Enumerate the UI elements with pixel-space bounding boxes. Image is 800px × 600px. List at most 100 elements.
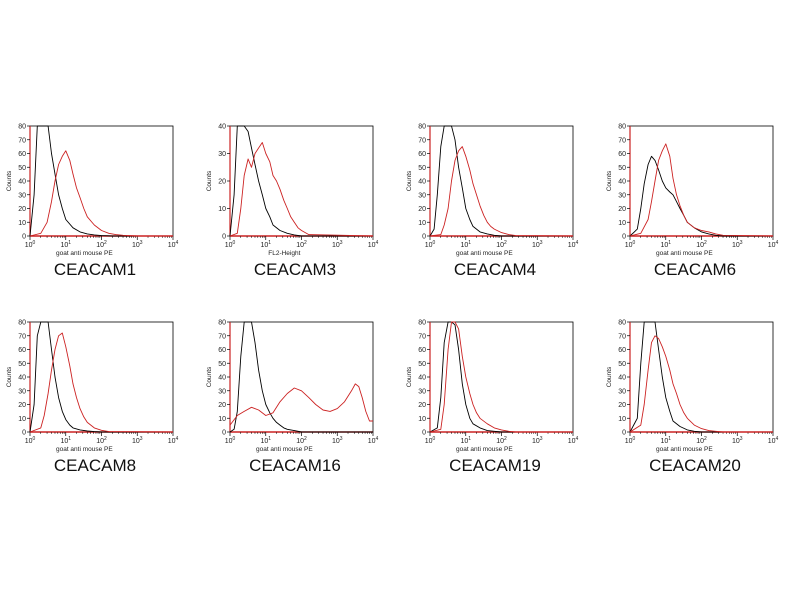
panel-title: CEACAM1 <box>53 260 137 279</box>
y-axis-title: Counts <box>406 366 413 387</box>
x-tick-label: 100 <box>225 240 236 249</box>
histogram-plot: 0 10 20 30 40 50 60 70 80 100 101 102 103 104 goat ant… <box>606 124 779 258</box>
histogram-panel: 0 10 20 30 40 50 60 70 80 100 101 102 103 104 goat ant… <box>400 314 590 514</box>
y-tick-label: 40 <box>218 375 226 382</box>
y-tick-label: 20 <box>418 402 426 409</box>
y-tick-label: 70 <box>618 137 626 144</box>
panel-title: CEACAM3 <box>253 260 337 279</box>
x-tick-label: 102 <box>496 240 507 249</box>
y-tick-label: 80 <box>18 320 26 327</box>
y-tick-label: 80 <box>18 124 26 131</box>
x-tick-label: 102 <box>696 436 707 445</box>
y-tick-label: 10 <box>418 416 426 423</box>
plot-frame <box>29 321 174 433</box>
y-tick-label: 10 <box>18 220 26 227</box>
control-histogram-line <box>229 321 373 433</box>
y-axis-title: Counts <box>606 366 613 387</box>
panel-title: CEACAM4 <box>453 260 537 279</box>
x-tick-label: 101 <box>460 436 471 445</box>
y-axis-title: Counts <box>206 170 213 191</box>
histogram-panel: 0 10 20 30 40 50 60 70 80 100 101 102 103 104 goat ant… <box>400 118 590 318</box>
x-tick-label: 100 <box>225 436 236 445</box>
y-tick-label: 60 <box>418 347 426 354</box>
y-tick-label: 10 <box>218 206 226 213</box>
x-tick-label: 101 <box>660 436 671 445</box>
x-tick-label: 104 <box>368 240 379 249</box>
y-tick-label: 50 <box>18 165 26 172</box>
stained-histogram-line <box>29 332 174 433</box>
y-tick-label: 30 <box>18 388 26 395</box>
x-tick-label: 102 <box>496 436 507 445</box>
x-tick-label: 104 <box>168 240 179 249</box>
plot-frame <box>29 125 174 237</box>
histogram-plot: 0 10 20 30 40 50 60 70 80 100 101 102 103 104 goat ant… <box>6 320 179 454</box>
x-tick-label: 101 <box>260 436 271 445</box>
y-tick-label: 50 <box>618 165 626 172</box>
y-tick-label: 70 <box>418 333 426 340</box>
x-tick-label: 104 <box>568 240 579 249</box>
histogram-plot: 0 10 20 30 40 50 60 70 80 100 101 102 103 104 goat ant… <box>606 320 779 454</box>
stained-histogram-line <box>29 150 173 237</box>
y-tick-label: 70 <box>218 333 226 340</box>
y-tick-label: 60 <box>618 347 626 354</box>
x-axis-title: goat anti mouse PE <box>256 446 313 453</box>
y-tick-label: 70 <box>418 137 426 144</box>
panel-title: CEACAM16 <box>249 456 341 475</box>
y-tick-label: 80 <box>218 320 226 327</box>
histogram-plot: 0 10 20 30 40 50 60 70 80 100 101 102 103 104 goat ant… <box>406 320 579 454</box>
x-axis-title: goat anti mouse PE <box>456 446 513 453</box>
x-tick-label: 102 <box>96 436 107 445</box>
y-tick-label: 40 <box>418 179 426 186</box>
x-tick-label: 100 <box>625 436 636 445</box>
x-tick-label: 101 <box>660 240 671 249</box>
x-tick-label: 103 <box>732 436 743 445</box>
x-tick-label: 101 <box>460 240 471 249</box>
y-tick-label: 70 <box>18 333 26 340</box>
x-tick-label: 102 <box>696 240 707 249</box>
x-tick-label: 104 <box>768 240 779 249</box>
x-axis-title: goat anti mouse PE <box>56 250 113 257</box>
stained-histogram-line <box>629 335 773 433</box>
stained-histogram-line <box>429 146 574 237</box>
panel-title: CEACAM19 <box>449 456 541 475</box>
y-tick-label: 30 <box>218 151 226 158</box>
y-axis-title: Counts <box>6 170 13 191</box>
plot-frame <box>629 321 774 433</box>
y-tick-label: 50 <box>418 361 426 368</box>
stained-histogram-line <box>629 143 774 237</box>
y-tick-label: 50 <box>618 361 626 368</box>
y-tick-label: 80 <box>418 320 426 327</box>
histogram-plot: 0 10 20 30 40 100 101 102 103 104 FL2-Height Counts <box>206 124 379 258</box>
x-axis-title: goat anti mouse PE <box>656 446 713 453</box>
y-tick-label: 0 <box>22 234 26 241</box>
control-histogram-line <box>629 155 773 237</box>
x-tick-label: 103 <box>332 240 343 249</box>
y-tick-label: 30 <box>418 192 426 199</box>
y-tick-label: 40 <box>218 124 226 131</box>
x-tick-label: 100 <box>25 436 36 445</box>
y-tick-label: 50 <box>218 361 226 368</box>
x-axis-title: goat anti mouse PE <box>456 250 513 257</box>
y-tick-label: 60 <box>218 347 226 354</box>
x-tick-label: 103 <box>732 240 743 249</box>
histogram-panel: 0 10 20 30 40 50 60 70 80 100 101 102 103 104 goat ant… <box>200 314 390 514</box>
y-tick-label: 10 <box>418 220 426 227</box>
y-tick-label: 70 <box>18 137 26 144</box>
y-tick-label: 50 <box>418 165 426 172</box>
x-tick-label: 102 <box>296 436 307 445</box>
y-tick-label: 80 <box>618 124 626 131</box>
y-tick-label: 0 <box>422 234 426 241</box>
plot-frame <box>629 125 774 237</box>
y-tick-label: 10 <box>18 416 26 423</box>
y-axis-title: Counts <box>606 170 613 191</box>
control-histogram-line <box>429 321 573 433</box>
y-tick-label: 30 <box>618 388 626 395</box>
histogram-plot: 0 10 20 30 40 50 60 70 80 100 101 102 103 104 goat ant… <box>6 124 179 258</box>
histogram-plot: 0 10 20 30 40 50 60 70 80 100 101 102 103 104 goat ant… <box>206 320 379 454</box>
y-tick-label: 0 <box>422 430 426 437</box>
y-tick-label: 60 <box>18 151 26 158</box>
plot-frame <box>229 125 374 237</box>
y-tick-label: 40 <box>618 375 626 382</box>
y-tick-label: 30 <box>18 192 26 199</box>
